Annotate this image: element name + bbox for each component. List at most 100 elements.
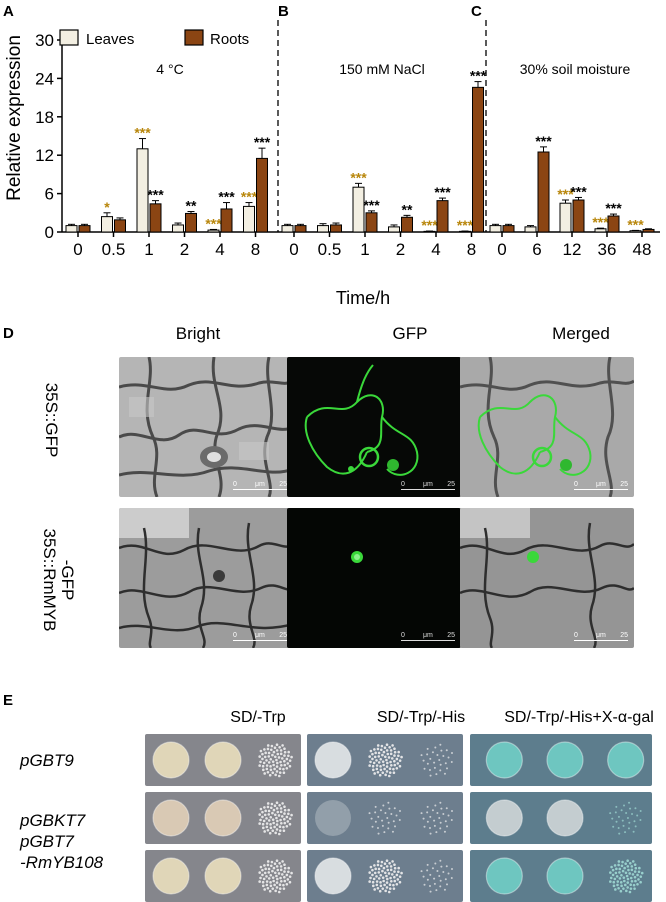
significance-label: *** <box>557 186 574 202</box>
yeast-plate <box>470 850 652 902</box>
construct-label-pgbt9: pGBT9 <box>19 751 74 770</box>
col-header-merged: Merged <box>552 324 610 343</box>
bar-leaves <box>281 225 294 233</box>
legend-label-leaves: Leaves <box>86 31 134 48</box>
colony-spot <box>314 741 352 779</box>
bar-roots <box>502 225 515 233</box>
group-title-b: 150 mM NaCl <box>339 61 425 77</box>
group-title-a: 4 °C <box>156 61 183 77</box>
scale-bar-zero: 0 <box>401 632 405 639</box>
bar-roots <box>256 157 268 233</box>
x-tick-label: 8 <box>251 240 260 259</box>
colony-spot <box>204 799 242 837</box>
colony-spot <box>420 743 453 777</box>
colony-spot <box>314 857 352 895</box>
yeast-plate <box>307 850 463 902</box>
x-tick-label: 0.5 <box>318 240 342 259</box>
scale-bar-value: 25 <box>279 632 287 639</box>
row-label-35s-rmmyb: 35S::RmMYB -GFP <box>40 529 77 632</box>
bar-roots <box>607 215 620 233</box>
x-axis-label: Time/h <box>336 288 390 308</box>
scale-bar-unit: μm <box>255 481 265 488</box>
yeast-plate <box>145 734 301 786</box>
significance-label: *** <box>218 189 235 205</box>
x-tick-label: 4 <box>431 240 440 259</box>
scale-bar-zero: 0 <box>574 481 578 488</box>
colony-spot <box>152 857 190 895</box>
micro-merged-gfp <box>460 357 634 497</box>
bar-roots <box>365 212 378 233</box>
col-header-bright: Bright <box>176 324 221 343</box>
scale-bar-zero: 0 <box>233 632 237 639</box>
scale-bar: 0 μm 25 <box>574 481 628 490</box>
scale-bar-unit: μm <box>596 481 606 488</box>
bar-leaves <box>172 224 184 233</box>
colony-spot <box>204 741 242 779</box>
significance-label: ** <box>186 198 197 214</box>
micro-bright-rmmyb <box>119 508 293 648</box>
significance-label: ** <box>402 201 413 217</box>
bar-roots <box>185 212 197 233</box>
media-header-sd-trp-his-xgal: SD/-Trp/-His+X-α-gal <box>504 709 654 726</box>
yeast-plate <box>307 734 463 786</box>
significance-label: *** <box>134 125 151 141</box>
scale-bar-unit: μm <box>423 632 433 639</box>
significance-label: *** <box>147 187 164 203</box>
col-header-gfp: GFP <box>393 324 428 343</box>
significance-label: *** <box>241 189 258 205</box>
significance-label: *** <box>205 215 222 231</box>
construct-label-pgbkt7: pGBKT7 <box>19 811 86 830</box>
x-tick-label: 2 <box>180 240 189 259</box>
bar-roots <box>436 200 449 233</box>
colony-spot <box>420 801 453 835</box>
colony-spot <box>546 857 584 895</box>
significance-label: *** <box>363 197 380 213</box>
colony-spot <box>609 801 642 835</box>
x-tick-label: 2 <box>396 240 405 259</box>
construct-label-pgbt7-line2: -RmYB108 <box>20 853 104 872</box>
bar-roots <box>220 208 233 233</box>
x-tick-label: 1 <box>360 240 369 259</box>
x-tick-label: 48 <box>633 240 652 259</box>
significance-label: *** <box>457 217 474 233</box>
significance-label: *** <box>421 217 438 233</box>
colony-spot <box>485 741 523 779</box>
colony-spot <box>368 743 403 778</box>
scale-bar: 0 μm 25 <box>233 481 287 490</box>
bar-roots <box>78 225 91 233</box>
scale-bar-unit: μm <box>255 632 265 639</box>
significance-label: *** <box>592 214 609 230</box>
micro-merged-rmmyb <box>460 508 634 648</box>
bar-roots <box>537 151 550 233</box>
legend-swatch-roots <box>184 29 204 46</box>
significance-label: *** <box>350 169 367 185</box>
bar-roots <box>401 216 413 233</box>
x-tick-label: 6 <box>532 240 541 259</box>
micro-gfp-rmmyb <box>287 508 461 648</box>
x-tick-label: 0.5 <box>102 240 126 259</box>
bar-leaves <box>559 202 572 233</box>
colony-spot <box>368 801 401 835</box>
scale-bar-value: 25 <box>620 481 628 488</box>
row-label-35s-gfp: 35S::GFP <box>42 383 61 458</box>
significance-label: *** <box>434 184 451 200</box>
colony-spot <box>258 743 293 778</box>
bar-roots <box>472 86 484 233</box>
significance-label: * <box>104 199 110 215</box>
x-tick-label: 8 <box>467 240 476 259</box>
x-tick-label: 36 <box>598 240 617 259</box>
colony-spot <box>152 741 190 779</box>
bar-roots <box>642 228 655 233</box>
x-tick-label: 1 <box>144 240 153 259</box>
panel-letter-c: C <box>471 3 482 20</box>
scale-bar: 0 μm 25 <box>401 632 455 641</box>
y-axis-label: Relative expression <box>4 35 25 201</box>
scale-bar-value: 25 <box>447 632 455 639</box>
bars-layer: *************** ************ *************… <box>65 68 655 233</box>
scale-bar-value: 25 <box>447 481 455 488</box>
significance-label: *** <box>535 133 552 149</box>
colony-spot <box>420 859 453 893</box>
panel-letter-b: B <box>278 3 289 20</box>
significance-label: *** <box>627 216 644 232</box>
